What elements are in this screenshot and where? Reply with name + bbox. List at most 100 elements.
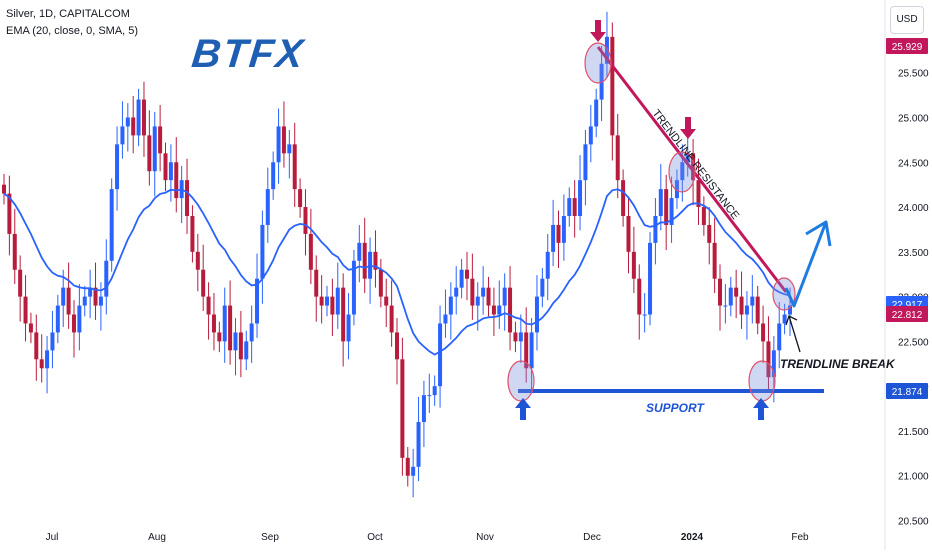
candle-body: [497, 305, 502, 315]
up-arrow-shaft: [758, 408, 764, 420]
candle-body: [93, 287, 98, 306]
x-tick-label: Sep: [261, 532, 279, 543]
candle-body: [357, 242, 362, 261]
candle-body: [572, 198, 577, 216]
candle-body: [518, 332, 523, 342]
candle-body: [265, 189, 270, 225]
candle-body: [583, 144, 588, 181]
candle-body: [163, 153, 168, 181]
candle-body: [486, 287, 491, 306]
candle-body: [502, 287, 507, 306]
candle-body: [190, 216, 195, 252]
candle-body: [330, 296, 335, 315]
candle-body: [351, 260, 356, 315]
price-tag-box: [886, 306, 928, 322]
y-tick-label: 20.500: [898, 517, 929, 528]
candle-body: [23, 296, 28, 324]
candle-body: [185, 180, 190, 216]
x-axis-ticks: Jul Aug Sep Oct Nov Dec 2024 Feb: [46, 532, 809, 543]
candle-body: [115, 144, 120, 190]
candle-body: [141, 99, 146, 136]
candle-body: [432, 386, 437, 396]
x-tick-label: Feb: [791, 532, 809, 543]
candle-body: [551, 224, 556, 252]
candle-body: [88, 287, 93, 297]
candle-body: [750, 296, 755, 306]
candle-body: [782, 314, 787, 324]
candle-body: [158, 126, 163, 154]
candle-body: [249, 323, 254, 342]
candle-body: [491, 305, 496, 315]
candle-body: [346, 314, 351, 342]
price-tag-label: 21.874: [892, 387, 923, 398]
y-tick-label: 21.500: [898, 427, 929, 438]
candle-body: [766, 341, 771, 378]
candle-body: [77, 305, 82, 333]
candle-body: [448, 296, 453, 315]
candle-body: [303, 207, 308, 234]
candle-body: [136, 99, 141, 136]
candle-body: [674, 180, 679, 199]
x-tick-label: 2024: [681, 532, 704, 543]
candle-body: [104, 260, 109, 297]
candle-body: [384, 296, 389, 306]
candle-body: [712, 242, 717, 279]
x-tick-label: Nov: [476, 532, 494, 543]
candle-body: [378, 269, 383, 297]
candle-body: [723, 305, 728, 307]
candle-body: [648, 242, 653, 315]
candle-body: [443, 314, 448, 324]
candle-body: [696, 180, 701, 208]
currency-button[interactable]: USD: [890, 6, 924, 34]
candle-body: [567, 198, 572, 216]
y-tick-label: 24.500: [898, 158, 929, 169]
candle-body: [427, 395, 432, 397]
candle-body: [39, 359, 44, 369]
candle-body: [615, 135, 620, 181]
btfx-logo: BTFX: [189, 32, 307, 76]
down-arrow-head: [590, 32, 606, 42]
candle-body: [325, 296, 330, 306]
candle-body: [508, 287, 513, 333]
y-tick-label: 21.000: [898, 472, 929, 483]
candle-body: [174, 162, 179, 199]
down-arrow-shaft: [685, 117, 691, 129]
indicator-legend[interactable]: EMA (20, close, 0, SMA, 5): [6, 25, 139, 37]
price-tag-box: [886, 383, 928, 399]
candle-body: [50, 332, 55, 351]
candle-body: [120, 126, 125, 145]
candle-body: [45, 350, 50, 369]
candle-body: [34, 332, 39, 360]
y-tick-label: 22.500: [898, 337, 929, 348]
candle-body: [82, 296, 87, 306]
y-tick-label: 25.500: [898, 69, 929, 80]
touch-circle: [668, 151, 696, 193]
candle-body: [470, 278, 475, 306]
candle-body: [718, 278, 723, 306]
candle-body: [416, 422, 421, 467]
candle-body: [513, 332, 518, 342]
down-arrow-shaft: [595, 20, 601, 32]
break-pointer: [788, 315, 801, 353]
candle-body: [475, 296, 480, 306]
candle-body: [411, 466, 416, 476]
candle-body: [637, 278, 642, 315]
candle-body: [761, 323, 766, 342]
candle-body: [28, 323, 33, 333]
candle-body: [529, 332, 534, 369]
candle-body: [561, 216, 566, 243]
candle-body: [389, 305, 394, 333]
candle-body: [71, 314, 76, 333]
candle-body: [626, 216, 631, 252]
x-tick-label: Jul: [46, 532, 59, 543]
candle-body: [319, 296, 324, 306]
candle-body: [691, 153, 696, 181]
candle-body: [771, 350, 776, 378]
candle-body: [109, 189, 114, 261]
candle-body: [788, 305, 792, 315]
candle-body: [734, 287, 739, 297]
y-tick-label: 25.000: [898, 113, 929, 124]
price-tag-box: [886, 38, 928, 54]
